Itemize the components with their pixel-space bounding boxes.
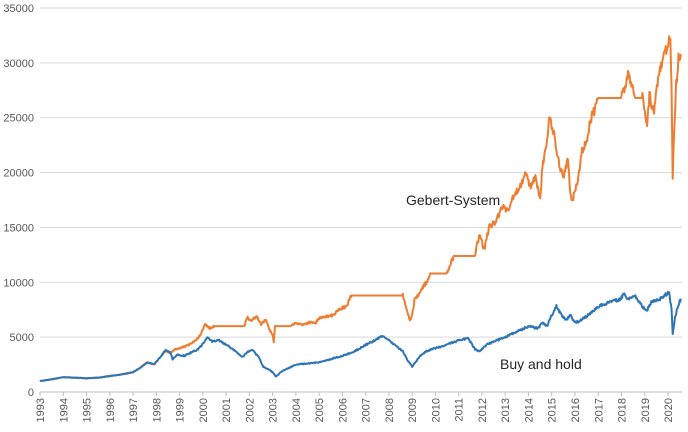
y-tick-label: 35000 [3, 3, 34, 15]
x-tick-label: 2002 [244, 398, 256, 422]
x-tick-label: 2016 [570, 398, 582, 422]
x-tick-label: 2010 [430, 398, 442, 422]
x-tick-label: 2007 [361, 398, 373, 422]
annotation-gebert-system: Gebert-System [406, 192, 500, 208]
y-tick-label: 30000 [3, 58, 34, 70]
x-axis-tick-labels: 1993 1994 1995 1996 1997 1998 1999 2000 2001 2002… [35, 398, 675, 422]
x-tick-label: 2006 [337, 398, 349, 422]
x-tick-label: 2018 [617, 398, 629, 422]
x-tick-label: 2005 [314, 398, 326, 422]
x-tick-label: 2015 [547, 398, 559, 422]
x-tick-label: 2019 [640, 398, 652, 422]
y-tick-label: 0 [28, 387, 34, 399]
x-tick-label: 2014 [523, 398, 535, 422]
x-tick-label: 2012 [477, 398, 489, 422]
x-tick-label: 2001 [221, 398, 233, 422]
y-tick-label: 5000 [10, 332, 34, 344]
annotation-buy-and-hold: Buy and hold [500, 356, 582, 372]
series-line-1 [39, 290, 682, 383]
x-tick-label: 1997 [128, 398, 140, 422]
series-line-0 [39, 35, 682, 382]
y-tick-label: 25000 [3, 113, 34, 125]
x-tick-label: 2013 [500, 398, 512, 422]
x-tick-label: 1995 [82, 398, 94, 422]
x-tick-label: 2020 [663, 398, 675, 422]
x-tick-label: 2004 [291, 398, 303, 422]
series-lines [39, 35, 682, 383]
x-tick-label: 2009 [407, 398, 419, 422]
y-axis-tick-labels: 0 5000 10000 15000 20000 25000 30000 35000 [3, 3, 34, 399]
x-tick-label: 1993 [35, 398, 47, 422]
x-tick-label: 1999 [175, 398, 187, 422]
x-tick-label: 2000 [198, 398, 210, 422]
x-tick-label: 1998 [151, 398, 163, 422]
gridlines [40, 7, 682, 338]
y-tick-label: 10000 [3, 277, 34, 289]
x-tick-label: 2003 [268, 398, 280, 422]
y-tick-label: 15000 [3, 222, 34, 234]
y-tick-label: 20000 [3, 168, 34, 180]
x-tick-label: 2017 [593, 398, 605, 422]
x-tick-label: 1994 [58, 398, 70, 422]
x-tick-label: 2011 [454, 398, 466, 422]
x-axis [39, 391, 682, 396]
x-tick-label: 2008 [384, 398, 396, 422]
x-tick-label: 1996 [105, 398, 117, 422]
